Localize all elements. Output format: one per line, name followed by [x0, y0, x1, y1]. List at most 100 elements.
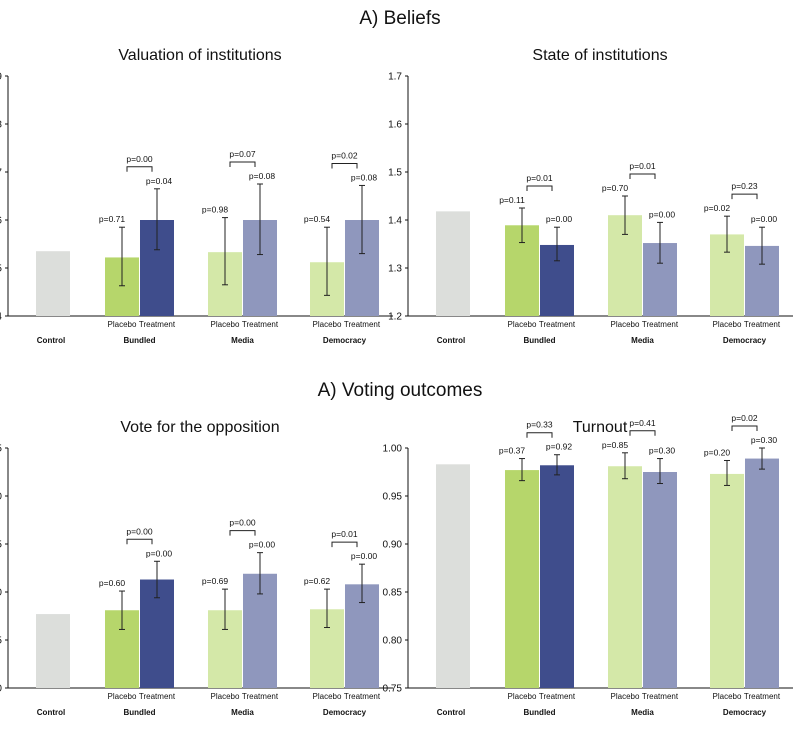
sublabel-treatment: Treatment: [242, 692, 279, 701]
p-value-media-treatment: p=0.00: [649, 209, 676, 219]
y-tick-label: 0.95: [383, 492, 403, 503]
sublabel-placebo: Placebo: [211, 692, 240, 701]
y-tick-label: 2.9: [0, 72, 2, 83]
bracket-democracy: [731, 193, 758, 200]
p-value-bundled-placebo: p=0.37: [499, 446, 526, 456]
p-value-diff-democracy: p=0.02: [331, 150, 358, 160]
bracket-bundled: [126, 538, 153, 545]
bracket-media: [229, 530, 256, 536]
sublabel-treatment: Treatment: [539, 320, 576, 329]
bracket-bundled: [126, 166, 153, 172]
chart-state-of-institutions: State of institutions 1.2 1.3 1.4 1.5 1.6 1.7 p…: [388, 47, 793, 345]
sublabel-treatment: Treatment: [744, 320, 781, 329]
p-value-diff-bundled: p=0.00: [126, 526, 153, 536]
p-value-diff-bundled: p=0.00: [126, 154, 153, 164]
p-value-democracy-treatment: p=0.00: [351, 551, 378, 561]
bracket-bundled: [526, 185, 553, 191]
bar-bundled-treatment: [540, 465, 574, 688]
chart-panel-state: State of institutions 1.2 1.3 1.4 1.5 1.6 1.7 p…: [388, 40, 800, 360]
group-label-media: Media: [231, 336, 254, 345]
sublabel-treatment: Treatment: [642, 320, 679, 329]
y-tick-label: 0.60: [0, 588, 2, 599]
y-tick-label: 0.50: [0, 684, 2, 695]
chart-title-state-of-institutions: State of institutions: [532, 47, 667, 64]
sublabel-treatment: Treatment: [242, 320, 279, 329]
section-title-voting-outcomes: A) Voting outcomes: [317, 380, 483, 401]
bracket-democracy: [331, 541, 358, 548]
y-tick-label: 1.2: [388, 312, 402, 323]
p-value-media-placebo: p=0.70: [602, 183, 629, 193]
group-label-bundled: Bundled: [524, 336, 556, 345]
group-label-bundled: Bundled: [124, 708, 156, 717]
group-label-democracy: Democracy: [323, 708, 367, 717]
p-value-diff-democracy: p=0.01: [331, 529, 358, 539]
sublabel-placebo: Placebo: [611, 692, 640, 701]
y-tick-label: 1.3: [388, 264, 402, 275]
p-value-media-placebo: p=0.85: [602, 440, 629, 450]
group-label-democracy: Democracy: [723, 336, 767, 345]
p-value-democracy-placebo: p=0.62: [304, 576, 331, 586]
p-value-bundled-placebo: p=0.71: [99, 214, 126, 224]
sublabel-placebo: Placebo: [313, 692, 342, 701]
sublabel-placebo: Placebo: [108, 320, 137, 329]
chart-title-turnout: Turnout: [573, 419, 628, 436]
chart-title-vote-for-the-opposition: Vote for the opposition: [120, 419, 279, 436]
y-tick-label: 2.4: [0, 312, 2, 323]
section-title-beliefs: A) Beliefs: [359, 8, 441, 29]
p-value-bundled-treatment: p=0.92: [546, 442, 573, 452]
sublabel-placebo: Placebo: [713, 692, 742, 701]
y-tick-label: 2.5: [0, 264, 2, 275]
p-value-diff-media: p=0.01: [629, 161, 656, 171]
group-label-democracy: Democracy: [323, 336, 367, 345]
sublabel-treatment: Treatment: [344, 692, 381, 701]
chart-panel-vote-opposition: Vote for the opposition 0.50 0.55 0.60 0.65 0…: [0, 412, 400, 732]
bar-control: [436, 464, 470, 688]
bar-democracy-treatment: [745, 458, 779, 688]
p-value-diff-democracy: p=0.02: [731, 413, 758, 423]
sublabel-placebo: Placebo: [108, 692, 137, 701]
sublabel-treatment: Treatment: [344, 320, 381, 329]
group-label-control: Control: [37, 336, 65, 345]
p-value-media-placebo: p=0.69: [202, 576, 229, 586]
p-value-democracy-treatment: p=0.08: [351, 172, 378, 182]
y-tick-label: 1.7: [388, 72, 402, 83]
p-value-bundled-placebo: p=0.60: [99, 578, 126, 588]
p-value-media-placebo: p=0.98: [202, 205, 229, 215]
y-tick-label: 0.85: [383, 588, 403, 599]
y-tick-label: 0.75: [0, 444, 2, 455]
sublabel-treatment: Treatment: [139, 692, 176, 701]
bar-control: [36, 614, 70, 688]
sublabel-treatment: Treatment: [139, 320, 176, 329]
group-label-bundled: Bundled: [524, 708, 556, 717]
y-tick-label: 0.75: [383, 684, 403, 695]
p-value-diff-media: p=0.00: [229, 518, 256, 528]
y-tick-label: 2.8: [0, 120, 2, 131]
bar-control: [436, 211, 470, 316]
sublabel-placebo: Placebo: [508, 320, 537, 329]
group-label-media: Media: [231, 708, 254, 717]
bracket-media: [629, 430, 656, 436]
p-value-democracy-treatment: p=0.00: [751, 214, 778, 224]
y-tick-label: 0.65: [0, 540, 2, 551]
group-label-media: Media: [631, 336, 654, 345]
chart-vote-for-the-opposition: Vote for the opposition 0.50 0.55 0.60 0.65 0…: [0, 419, 393, 717]
group-label-media: Media: [631, 708, 654, 717]
group-label-control: Control: [437, 708, 465, 717]
sublabel-treatment: Treatment: [539, 692, 576, 701]
sublabel-placebo: Placebo: [211, 320, 240, 329]
p-value-bundled-treatment: p=0.04: [146, 176, 173, 186]
chart-title-valuation-of-institutions: Valuation of institutions: [118, 47, 281, 64]
y-tick-label: 1.5: [388, 168, 402, 179]
p-value-democracy-placebo: p=0.54: [304, 214, 331, 224]
y-tick-label: 1.00: [383, 444, 403, 455]
p-value-democracy-treatment: p=0.30: [751, 435, 778, 445]
bracket-democracy: [731, 425, 758, 431]
p-value-bundled-treatment: p=0.00: [146, 548, 173, 558]
p-value-diff-bundled: p=0.33: [526, 420, 553, 430]
p-value-bundled-treatment: p=0.00: [546, 214, 573, 224]
y-tick-label: 0.90: [383, 540, 403, 551]
bracket-bundled: [526, 432, 553, 438]
y-tick-label: 2.7: [0, 168, 2, 179]
p-value-media-treatment: p=0.08: [249, 171, 276, 181]
p-value-diff-media: p=0.07: [229, 149, 256, 159]
